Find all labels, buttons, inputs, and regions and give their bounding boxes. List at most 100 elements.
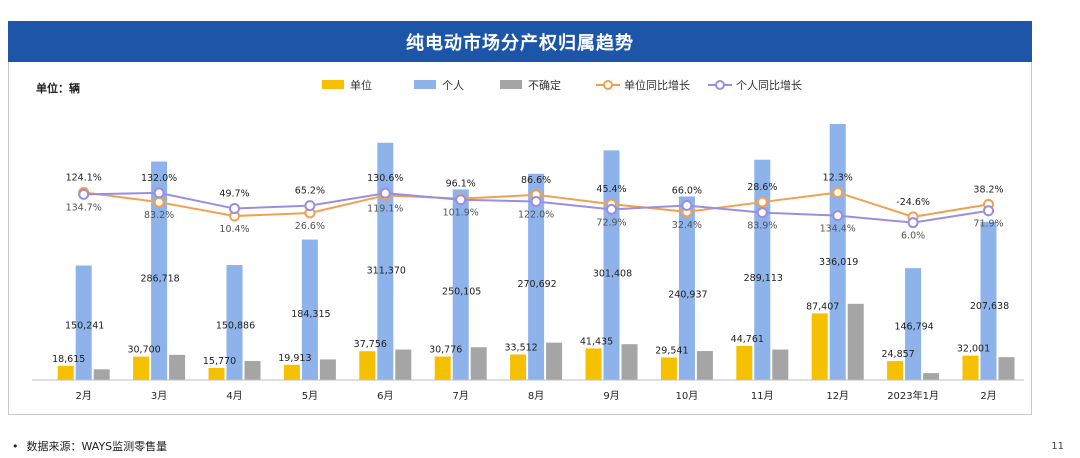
data-label-unit: 30,776 (429, 345, 462, 356)
data-label-person-yoy: 96.1% (446, 179, 476, 190)
data-label-person: 311,370 (367, 265, 406, 276)
bar-person (151, 161, 168, 380)
data-label-unit-yoy: 32.4% (672, 220, 702, 231)
bar-unit (283, 364, 300, 380)
person-yoy-point (832, 210, 844, 222)
bar-person (75, 265, 92, 380)
bar-unknown (772, 349, 789, 380)
bar-unit (660, 357, 677, 380)
bar-unit (962, 355, 979, 380)
bar-person (980, 221, 997, 380)
bar-unknown (470, 347, 487, 380)
data-label-person: 207,638 (970, 301, 1009, 312)
data-label-person: 301,408 (593, 269, 632, 280)
data-label-unit-yoy: 101.9% (443, 208, 479, 219)
bar-person (452, 189, 469, 380)
x-tick-label: 10月 (676, 390, 699, 402)
data-label-unit-yoy: 83.2% (144, 210, 174, 221)
bar-person (829, 124, 846, 380)
bar-unknown (696, 351, 713, 380)
legend-swatch (500, 80, 522, 89)
bar-person (528, 173, 545, 380)
data-label-person-yoy: 12.3% (823, 172, 853, 183)
person-yoy-point (304, 200, 316, 212)
labels: 18,615 30,700 15,770 19,913 37,756 30,776 33,5… (52, 172, 1009, 367)
data-label-person-yoy: 45.4% (596, 184, 626, 195)
data-label-person: 184,315 (291, 309, 330, 320)
bar-unit (133, 356, 150, 380)
data-label-unit: 29,541 (655, 345, 688, 356)
person-yoy-point (681, 199, 693, 211)
data-label-unit: 32,001 (957, 344, 990, 355)
data-label-unit-yoy: 83.9% (747, 221, 777, 232)
bar-unit (208, 367, 225, 380)
data-label-person-yoy: 130.6% (367, 173, 403, 184)
source-text: 数据来源：WAYS监测零售量 (26, 440, 168, 453)
bar-unit (585, 348, 602, 380)
bar-unknown (93, 369, 110, 380)
bar-unknown (847, 303, 864, 380)
x-tick-label: 5月 (302, 390, 318, 402)
bar-unknown (244, 360, 261, 380)
bar-unknown (546, 342, 563, 380)
data-label-unit: 15,770 (203, 356, 236, 367)
data-label-unit: 19,913 (278, 353, 311, 364)
chart-frame (8, 62, 1032, 415)
data-label-unit-yoy: 72.9% (596, 217, 626, 228)
data-label-person-yoy: 86.6% (521, 175, 551, 186)
unit-label: 单位：辆 (36, 82, 80, 95)
data-label-person-yoy: 38.2% (973, 184, 1003, 195)
data-label-unit-yoy: 122.0% (518, 210, 554, 221)
data-label-person-yoy: 49.7% (219, 189, 249, 200)
unit-yoy-point (756, 196, 768, 208)
x-tick-label: 4月 (226, 390, 242, 402)
x-tick-label: 8月 (528, 390, 544, 402)
legend-label: 单位 (350, 78, 372, 92)
x-tick-label: 2023年1月 (887, 389, 939, 402)
x-axis: 2月 3月 4月 5月 6月 7月 8月 9月 10月 11月 12月 2023年1月 2月 (32, 379, 1024, 402)
data-label-unit-yoy: 71.9% (973, 219, 1003, 230)
legend: 单位 个人 不确定 单位同比增长 个人同比增长 (322, 78, 802, 92)
page-number: 11 (1051, 441, 1064, 452)
bar-unknown (923, 373, 940, 380)
bar-person (905, 268, 922, 380)
data-label-unit-yoy: 6.0% (901, 231, 925, 242)
data-label-person-yoy: 28.6% (747, 182, 777, 193)
person-yoy-point (983, 205, 994, 217)
person-yoy-point (153, 187, 165, 199)
legend-label: 个人 (442, 79, 464, 92)
data-label-person-yoy: 65.2% (295, 186, 325, 197)
data-label-unit-yoy: 10.4% (219, 224, 249, 235)
legend-swatch (414, 80, 436, 89)
x-tick-label: 7月 (453, 390, 469, 402)
bar-unknown (998, 357, 1015, 380)
bar-unknown (395, 349, 412, 380)
legend-label: 不确定 (528, 78, 561, 92)
bar-person (678, 196, 695, 380)
data-label-person: 240,937 (668, 289, 707, 300)
bar-unit (57, 365, 74, 380)
x-tick-label: 2月 (980, 390, 996, 402)
data-label-unit: 37,756 (354, 339, 387, 350)
data-label-person-yoy: 66.0% (672, 185, 702, 196)
data-label-unit-yoy: 26.6% (295, 221, 325, 232)
chart-title: 纯电动市场分产权归属趋势 (8, 21, 1032, 62)
x-tick-label: 6月 (377, 390, 393, 402)
x-tick-label: 11月 (751, 390, 774, 402)
legend-marker (603, 80, 613, 90)
data-label-person-yoy: 124.1% (66, 172, 102, 183)
person-yoy-point (530, 196, 542, 208)
data-label-person: 146,794 (894, 322, 933, 333)
person-yoy-point (606, 203, 617, 215)
x-tick-label: 9月 (603, 390, 619, 402)
data-label-unit: 33,512 (504, 342, 537, 353)
data-label-person-yoy: 132.0% (141, 173, 177, 184)
data-label-person: 150,241 (65, 320, 104, 331)
source-bullet: • (12, 440, 19, 453)
person-yoy-point (455, 194, 467, 206)
legend-marker (715, 80, 725, 90)
bar-unknown (621, 344, 638, 380)
bar-person (226, 265, 243, 380)
data-label-person: 270,692 (517, 279, 556, 290)
data-label-unit: 24,857 (881, 349, 914, 360)
